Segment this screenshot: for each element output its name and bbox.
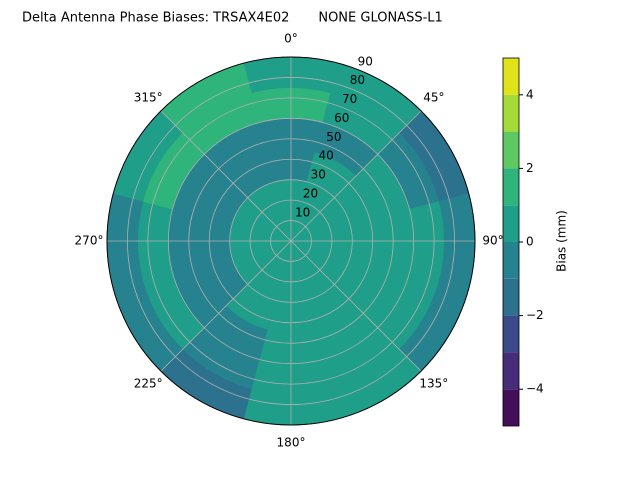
colorbar-segment: [503, 278, 519, 316]
colorbar-tick-label: 0: [526, 235, 534, 249]
colorbar-segment: [503, 205, 519, 242]
polar-frame: [106, 56, 476, 426]
colorbar-segment: [503, 352, 519, 390]
theta-tick-label: 315°: [134, 91, 163, 105]
theta-tick-label: 90°: [482, 234, 503, 248]
colorbar-segment: [503, 315, 519, 353]
theta-tick-label: 225°: [134, 376, 163, 390]
colorbar-tick-label: −2: [526, 308, 544, 322]
r-tick-label: 20: [303, 186, 318, 200]
r-tick-label: 30: [311, 168, 326, 182]
chart-title: Delta Antenna Phase Biases: TRSAX4E02 NO…: [22, 11, 443, 26]
theta-tick-label: 135°: [419, 376, 448, 390]
r-tick-label: 80: [350, 73, 365, 87]
colorbar-tick-label: 2: [526, 161, 534, 175]
theta-tick-label: 270°: [75, 234, 104, 248]
colorbar-segment: [503, 242, 519, 279]
theta-tick-label: 0°: [284, 32, 298, 46]
colorbar-segment: [503, 58, 519, 95]
colorbar-segment: [503, 389, 519, 426]
theta-tick-label: 180°: [277, 436, 306, 450]
r-tick-label: 40: [318, 149, 333, 163]
colorbar-label: Bias (mm): [555, 210, 569, 272]
grid-spoke: [290, 240, 422, 372]
grid-spoke: [160, 240, 292, 372]
colorbar-segment: [503, 131, 519, 169]
colorbar-segment: [503, 168, 519, 206]
r-tick-label: 60: [334, 111, 349, 125]
r-tick-label: 70: [342, 92, 357, 106]
colorbar: −4 −2 0 2 4: [502, 57, 544, 427]
colorbar-segment: [503, 94, 519, 132]
r-tick-label: 50: [326, 130, 341, 144]
colorbar-tick-label: 4: [526, 87, 534, 101]
polar-grid: 10 20 30 40 50 60 70 80 90 0° 45° 90° 135° 180° 225° 27…: [75, 32, 504, 450]
colorbar-tick-label: −4: [526, 382, 544, 396]
theta-tick-label: 45°: [423, 91, 444, 105]
r-tick-label: 90: [358, 54, 373, 68]
grid-spoke: [290, 110, 422, 242]
grid-spoke: [160, 110, 292, 242]
r-tick-label: 10: [295, 205, 310, 219]
